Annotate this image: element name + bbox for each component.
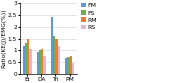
Bar: [39, 50, 41, 74]
Y-axis label: Ratio(KE(J)/EMG(%)): Ratio(KE(J)/EMG(%)): [1, 9, 6, 68]
Bar: [55, 39, 58, 74]
Bar: [72, 63, 74, 74]
Bar: [51, 18, 53, 74]
Bar: [58, 46, 60, 74]
Bar: [37, 52, 39, 74]
Bar: [65, 58, 67, 74]
Bar: [44, 56, 46, 74]
Bar: [41, 49, 44, 74]
Bar: [67, 57, 70, 74]
Legend: FM, FS, RM, RS: FM, FS, RM, RS: [81, 3, 97, 30]
Bar: [25, 43, 27, 74]
Bar: [70, 56, 72, 74]
Bar: [27, 39, 29, 74]
Bar: [53, 36, 55, 74]
Bar: [22, 46, 25, 74]
Bar: [29, 49, 32, 74]
